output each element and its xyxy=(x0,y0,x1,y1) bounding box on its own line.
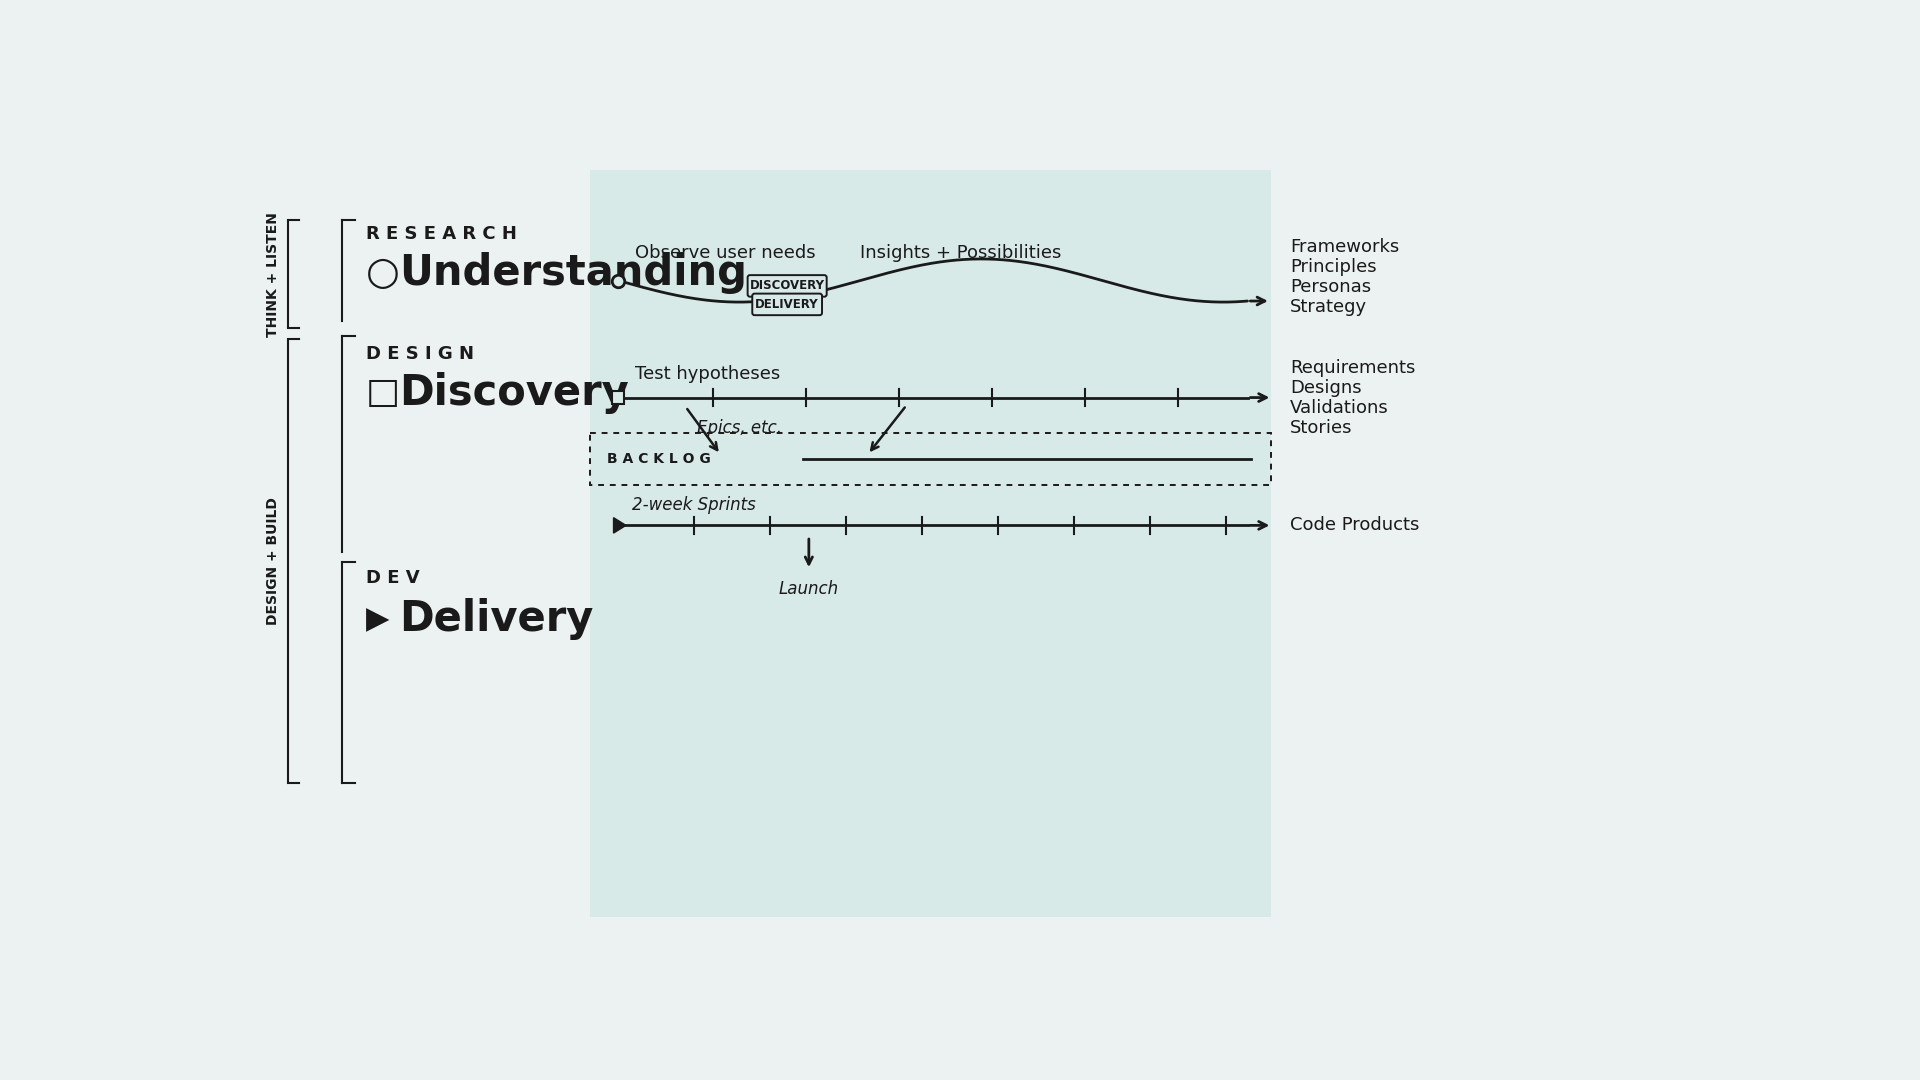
Text: Designs: Designs xyxy=(1290,379,1361,397)
Text: D E V: D E V xyxy=(365,569,419,586)
Text: Observe user needs: Observe user needs xyxy=(636,244,816,261)
Text: DESIGN + BUILD: DESIGN + BUILD xyxy=(265,497,280,624)
Text: DELIVERY: DELIVERY xyxy=(755,298,820,311)
Text: Test hypotheses: Test hypotheses xyxy=(636,365,781,383)
Text: DISCOVERY: DISCOVERY xyxy=(749,280,826,293)
Text: Epics, etc.: Epics, etc. xyxy=(697,419,781,437)
FancyBboxPatch shape xyxy=(747,275,828,297)
Text: Launch: Launch xyxy=(780,580,839,597)
Text: ▶: ▶ xyxy=(365,605,390,634)
Bar xyxy=(612,391,624,404)
Text: Validations: Validations xyxy=(1290,400,1388,417)
Text: ○: ○ xyxy=(365,254,399,292)
Bar xyxy=(589,170,1271,917)
Text: Code Products: Code Products xyxy=(1290,516,1419,535)
Text: Frameworks: Frameworks xyxy=(1290,238,1400,256)
Bar xyxy=(589,433,1271,485)
Text: Principles: Principles xyxy=(1290,258,1377,275)
Text: Delivery: Delivery xyxy=(399,598,593,640)
Text: Stories: Stories xyxy=(1290,419,1352,437)
Text: Understanding: Understanding xyxy=(399,252,747,294)
Text: 2-week Sprints: 2-week Sprints xyxy=(632,497,756,514)
Text: Strategy: Strategy xyxy=(1290,298,1367,315)
Text: Requirements: Requirements xyxy=(1290,360,1415,377)
FancyBboxPatch shape xyxy=(753,294,822,315)
Text: B A C K L O G: B A C K L O G xyxy=(607,453,710,467)
Text: Discovery: Discovery xyxy=(399,372,628,414)
Text: □: □ xyxy=(365,376,399,410)
Text: Insights + Possibilities: Insights + Possibilities xyxy=(860,244,1062,261)
Text: THINK + LISTEN: THINK + LISTEN xyxy=(265,212,280,337)
Text: R E S E A R C H: R E S E A R C H xyxy=(365,226,516,243)
Text: D E S I G N: D E S I G N xyxy=(365,345,474,363)
Text: Personas: Personas xyxy=(1290,278,1371,296)
Polygon shape xyxy=(614,517,626,534)
